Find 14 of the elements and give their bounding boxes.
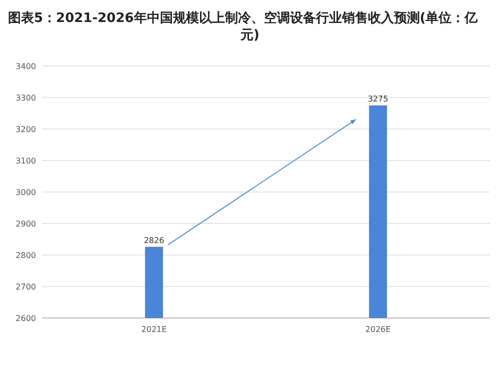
data-label: 2826 (144, 236, 164, 245)
y-tick-label: 2900 (16, 220, 36, 228)
y-tick-label: 2600 (16, 314, 36, 323)
y-tick-label: 3100 (16, 156, 36, 166)
x-tick-label: 2026E (365, 325, 391, 334)
y-tick-label: 2800 (16, 251, 36, 260)
y-tick-label: 3300 (16, 94, 36, 102)
chart-title: 图表5：2021-2026年中国规模以上制冷、空调设备行业销售收入预测(单位：亿元) (8, 10, 479, 43)
y-tick-label: 3000 (16, 188, 36, 197)
y-tick-label: 3400 (16, 62, 36, 71)
x-tick-label: 2021E (141, 325, 167, 334)
y-tick-label: 3200 (16, 125, 36, 134)
y-tick-label: 2700 (16, 282, 36, 292)
data-label: 3275 (368, 94, 388, 104)
